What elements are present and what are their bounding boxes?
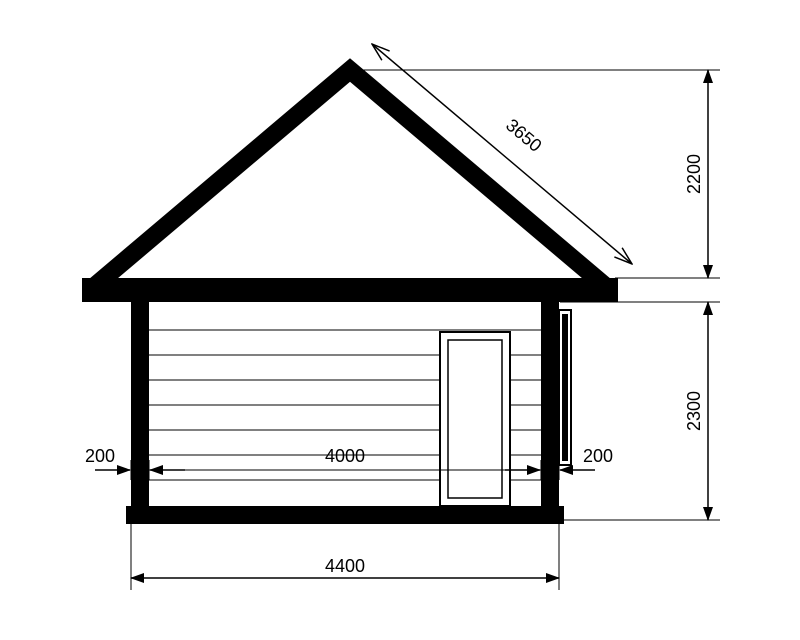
door [440, 332, 510, 506]
dim-inner-width-label: 4000 [325, 446, 365, 466]
dim-wall-height-label: 2300 [684, 391, 704, 431]
dim-wall-t-left-label: 200 [85, 446, 115, 466]
dim-wall-t-right-label: 200 [583, 446, 613, 466]
house-section-drawing: 4400 200 4000 200 2300 2200 [0, 0, 800, 640]
wall-right [541, 300, 559, 522]
dim-roof-slope-label: 3650 [502, 115, 546, 156]
dim-roof-height: 2200 [360, 70, 720, 278]
dim-interior: 200 4000 200 [85, 446, 613, 480]
dim-overall-width-label: 4400 [325, 556, 365, 576]
wall-left [131, 300, 149, 522]
side-panel [559, 310, 571, 465]
floor-slab [126, 506, 564, 524]
dim-wall-height: 2300 [560, 302, 720, 520]
dim-roof-slope: 3650 [372, 44, 632, 264]
dim-overall-width: 4400 [131, 524, 559, 590]
eave-beam [82, 278, 618, 302]
dim-roof-height-label: 2200 [684, 154, 704, 194]
